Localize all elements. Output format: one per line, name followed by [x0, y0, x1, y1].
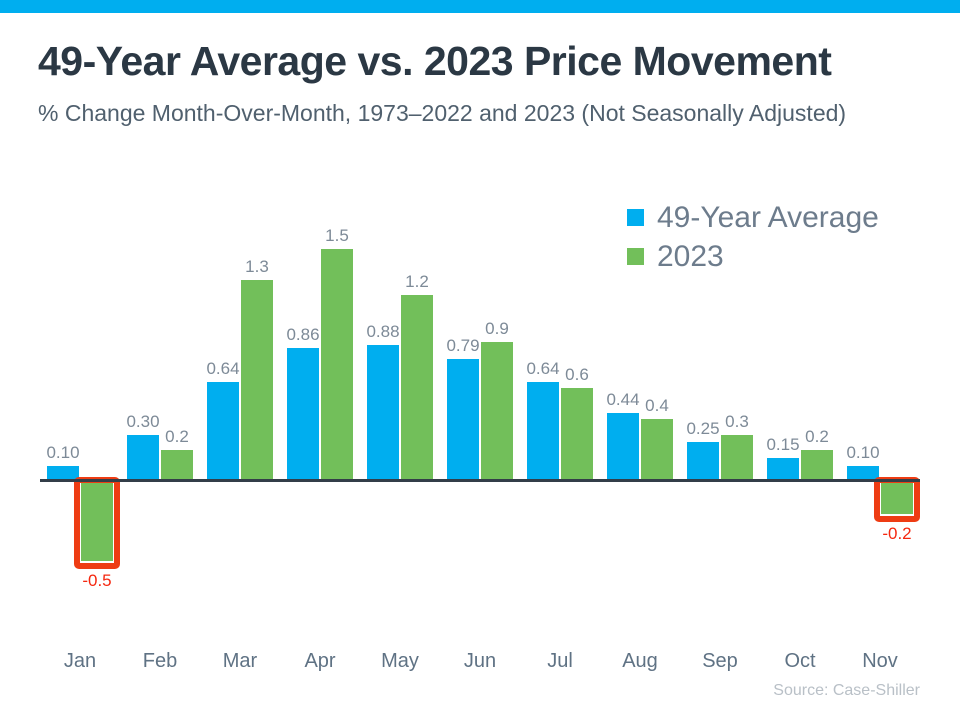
legend-swatch-49-year-average [627, 209, 644, 226]
bar-avg-apr [287, 347, 319, 481]
axis-label-jul: Jul [547, 650, 573, 672]
bar-avg-feb [127, 434, 159, 481]
legend-label-2023: 2023 [657, 239, 724, 273]
legend-item-49-year-average: 49-Year Average [627, 198, 879, 237]
legend-item-2023: 2023 [627, 237, 879, 276]
value-label-2023-oct: 0.2 [805, 427, 829, 446]
bar-2023-mar [241, 279, 273, 481]
axis-label-oct: Oct [784, 650, 816, 672]
bar-avg-jan [47, 465, 79, 481]
axis-label-nov: Nov [862, 650, 898, 672]
bar-2023-feb [161, 450, 193, 481]
page-subtitle: % Change Month-Over-Month, 1973–2022 and… [38, 100, 847, 126]
bar-avg-sep [687, 442, 719, 481]
bar-avg-jul [527, 381, 559, 481]
bar-2023-jan [81, 483, 113, 561]
bar-avg-mar [207, 381, 239, 481]
x-axis-line [40, 479, 920, 482]
bar-avg-may [367, 344, 399, 481]
highlight-box-nov [874, 477, 920, 522]
axis-label-may: May [381, 650, 419, 672]
chart-legend: 49-Year Average 2023 [627, 198, 879, 276]
source-credit: Source: Case-Shiller [773, 682, 920, 699]
axis-label-feb: Feb [142, 650, 178, 672]
bar-2023-sep [721, 434, 753, 481]
value-label-avg-sep: 0.25 [686, 419, 720, 439]
value-label-avg-may: 0.88 [366, 321, 400, 341]
value-label-avg-apr: 0.86 [286, 324, 320, 344]
value-label-2023-mar: 1.3 [245, 256, 269, 276]
value-label-avg-jan: 0.10 [46, 442, 80, 462]
value-label-2023-nov: -0.2 [882, 524, 912, 543]
value-label-avg-nov: 0.10 [846, 442, 880, 462]
axis-label-apr: Apr [304, 650, 336, 672]
value-label-avg-aug: 0.44 [606, 389, 640, 409]
value-label-2023-jan: -0.5 [82, 570, 112, 590]
bar-avg-nov [847, 465, 879, 481]
value-label-2023-jun: 0.9 [485, 318, 509, 338]
bar-avg-oct [767, 457, 799, 481]
axis-label-sep: Sep [702, 650, 738, 672]
value-label-avg-jul: 0.64 [526, 358, 560, 378]
value-label-2023-may: 1.2 [405, 272, 429, 291]
top-accent-bar [0, 0, 960, 13]
page-title: 49-Year Average vs. 2023 Price Movement [38, 38, 832, 84]
bar-2023-may [401, 295, 433, 481]
legend-swatch-2023 [627, 248, 644, 265]
axis-label-aug: Aug [622, 650, 658, 672]
bar-2023-jul [561, 388, 593, 481]
bar-2023-nov [881, 483, 913, 514]
axis-label-mar: Mar [222, 650, 258, 672]
bar-avg-aug [607, 412, 639, 481]
bar-avg-jun [447, 358, 479, 481]
value-label-avg-oct: 0.15 [766, 434, 800, 454]
value-label-2023-feb: 0.2 [165, 427, 189, 446]
bar-2023-oct [801, 450, 833, 481]
value-label-avg-jun: 0.79 [446, 335, 480, 355]
legend-label-49-year-average: 49-Year Average [657, 200, 879, 234]
axis-label-jan: Jan [63, 650, 97, 672]
bar-2023-jun [481, 341, 513, 481]
bar-2023-apr [321, 248, 353, 481]
highlight-box-jan [74, 477, 120, 569]
bar-2023-aug [641, 419, 673, 481]
axis-label-jun: Jun [463, 650, 497, 672]
value-label-2023-sep: 0.3 [725, 411, 749, 431]
value-label-avg-feb: 0.30 [126, 411, 160, 431]
value-label-avg-mar: 0.64 [206, 358, 240, 378]
value-label-2023-apr: 1.5 [325, 225, 349, 245]
value-label-2023-aug: 0.4 [645, 396, 669, 415]
value-label-2023-jul: 0.6 [565, 365, 589, 384]
